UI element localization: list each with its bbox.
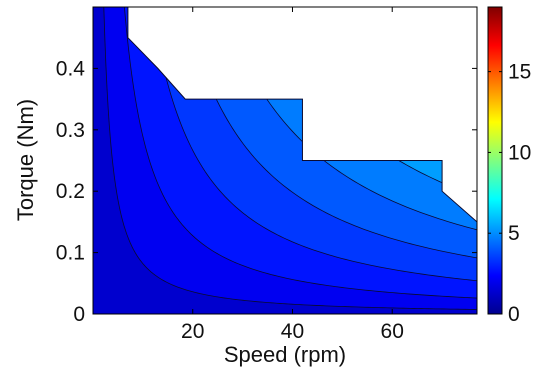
y-tick-label: 0.3 bbox=[56, 119, 85, 142]
colorbar-tick-label: 0 bbox=[508, 303, 520, 326]
infeasible-region-mask bbox=[93, 7, 477, 314]
colorbar-tick-label: 10 bbox=[508, 141, 531, 164]
colorbar-tick-label: 15 bbox=[508, 61, 531, 84]
plot-frame bbox=[92, 6, 478, 315]
y-axis: 0 0.1 0.2 0.3 0.4 bbox=[56, 57, 477, 326]
contour-bands bbox=[93, 7, 477, 314]
colorbar-tick-label: 5 bbox=[508, 222, 520, 245]
y-axis-title: Torque (Nm) bbox=[13, 99, 38, 221]
x-axis: 20 40 60 bbox=[181, 7, 404, 343]
y-tick-label: 0.2 bbox=[56, 180, 85, 203]
x-tick-label: 20 bbox=[181, 320, 204, 343]
x-tick-label: 60 bbox=[381, 320, 404, 343]
feasible-region-boundary bbox=[93, 7, 477, 314]
colorbar-axis: 0 5 10 15 bbox=[488, 61, 531, 326]
colorbar bbox=[487, 6, 503, 315]
y-tick-label: 0 bbox=[73, 303, 85, 326]
x-tick-label: 40 bbox=[281, 320, 304, 343]
plot-border bbox=[92, 6, 478, 315]
y-tick-label: 0.4 bbox=[56, 57, 86, 80]
x-axis-title: Speed (rpm) bbox=[224, 342, 346, 367]
y-tick-label: 0.1 bbox=[56, 242, 85, 265]
